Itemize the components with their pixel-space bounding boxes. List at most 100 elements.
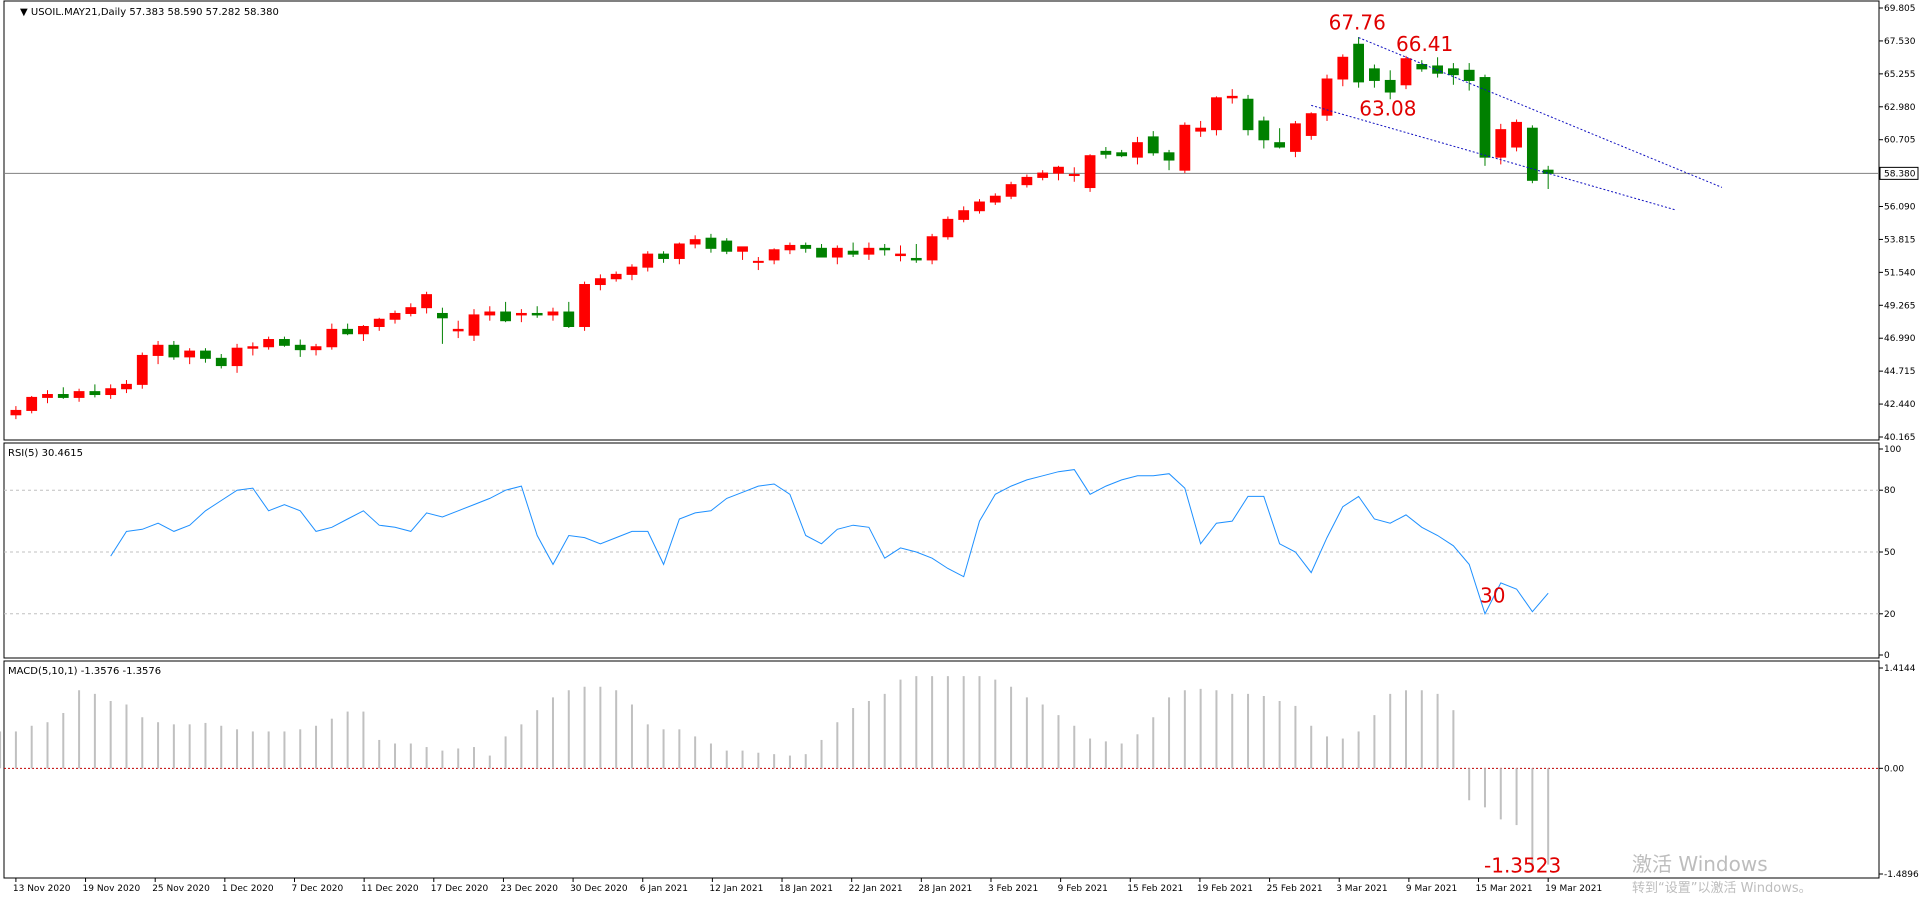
candle	[1511, 119, 1522, 152]
candle	[1100, 147, 1112, 159]
candle	[310, 343, 322, 356]
candle	[57, 387, 69, 399]
price-tick-label: 49.265	[1884, 301, 1916, 311]
candle	[658, 251, 669, 263]
candle-body	[342, 328, 354, 335]
time-tick-label: 15 Mar 2021	[1476, 884, 1533, 894]
candle	[500, 301, 511, 323]
time-tick-label: 19 Nov 2020	[83, 884, 141, 894]
current-price-label: 58.380	[1884, 169, 1916, 179]
candle-body	[658, 253, 669, 259]
candle	[1053, 165, 1064, 181]
candle	[294, 339, 306, 357]
price-tick-label: 40.165	[1884, 433, 1916, 443]
candle	[1447, 63, 1459, 85]
candle	[247, 342, 259, 356]
candle-body	[689, 239, 701, 245]
candle	[910, 243, 922, 263]
candle	[1353, 37, 1365, 88]
candle	[768, 248, 780, 265]
candle	[989, 193, 1001, 205]
candle-body	[389, 312, 401, 320]
time-tick-label: 23 Dec 2020	[500, 884, 558, 894]
candle	[105, 384, 117, 399]
candle-body	[705, 237, 717, 249]
candle-body	[200, 350, 211, 359]
time-tick-label: 9 Feb 2021	[1058, 884, 1108, 894]
candle-body	[26, 396, 38, 411]
candle-body	[563, 311, 575, 327]
candle	[816, 243, 827, 258]
candle	[1290, 120, 1301, 158]
candle-body	[1416, 64, 1428, 70]
candle	[1068, 167, 1080, 182]
price-tick-label: 56.090	[1884, 203, 1916, 213]
candle	[594, 274, 606, 291]
candle	[326, 323, 338, 350]
candle	[231, 343, 243, 373]
candle	[626, 264, 638, 281]
candle	[1432, 57, 1443, 78]
rsi-panel: RSI(5) 30.4615 30 100 80 50 20 0	[3, 442, 1901, 661]
candle	[673, 242, 685, 265]
candle-body	[1447, 68, 1459, 76]
candle-body	[105, 388, 117, 396]
price-tick-label: 60.705	[1884, 136, 1916, 146]
candle	[421, 291, 433, 314]
time-tick-label: 30 Dec 2020	[570, 884, 628, 894]
watermark-subtitle: 转到“设置”以激活 Windows。	[1632, 881, 1812, 896]
candle-body	[184, 350, 196, 358]
macd-tick-label: 0.00	[1884, 764, 1904, 774]
candle-body	[1432, 65, 1443, 74]
candle	[1321, 74, 1333, 121]
candle	[879, 243, 891, 256]
candle-body	[1100, 150, 1112, 155]
price-panel-frame	[3, 0, 1880, 441]
candle-body	[737, 246, 748, 252]
candle-body	[310, 346, 322, 351]
candle-body	[136, 354, 148, 385]
rsi-tick-label: 50	[1884, 548, 1896, 558]
candle-body	[247, 346, 259, 349]
candle-body	[515, 312, 527, 316]
candle-body	[57, 394, 69, 398]
candle-body	[1321, 78, 1333, 116]
candle	[752, 257, 764, 271]
channel-lower-line	[1311, 104, 1675, 211]
candle	[136, 352, 148, 389]
candle-body	[1258, 120, 1270, 141]
candle-body	[42, 394, 53, 398]
candle-body	[784, 244, 796, 251]
candle-body	[168, 344, 180, 358]
rsi-tick-label: 80	[1884, 486, 1896, 496]
price-tick-label: 65.255	[1884, 70, 1916, 80]
candle-body	[1116, 152, 1128, 157]
candle-body	[1337, 56, 1349, 80]
time-axis: 13 Nov 2020 19 Nov 2020 25 Nov 2020 1 Dec 2…	[13, 878, 1602, 894]
candle	[784, 242, 796, 255]
candle-body	[373, 318, 385, 327]
time-tick-label: 7 Dec 2020	[291, 884, 343, 894]
candle	[563, 301, 575, 328]
candle	[1037, 170, 1049, 181]
price-tick-label: 44.715	[1884, 367, 1916, 377]
price-tick-label: 53.815	[1884, 235, 1916, 245]
time-tick-label: 19 Feb 2021	[1197, 884, 1253, 894]
candle-body	[10, 409, 22, 416]
candle	[484, 306, 496, 321]
candle-body	[847, 250, 859, 255]
candle	[515, 309, 527, 323]
candle-body	[89, 391, 101, 396]
candle-body	[1037, 172, 1049, 178]
candle	[610, 271, 622, 282]
candle-body	[1290, 123, 1301, 152]
candle-body	[405, 307, 417, 314]
time-tick-label: 3 Feb 2021	[988, 884, 1038, 894]
dropdown-arrow-icon[interactable]: ▼	[20, 7, 31, 18]
candle	[974, 199, 985, 214]
macd-annotation: -1.3523	[1484, 853, 1561, 877]
candle-body	[1068, 174, 1080, 177]
candle-body	[831, 247, 843, 258]
time-tick-label: 25 Feb 2021	[1267, 884, 1323, 894]
